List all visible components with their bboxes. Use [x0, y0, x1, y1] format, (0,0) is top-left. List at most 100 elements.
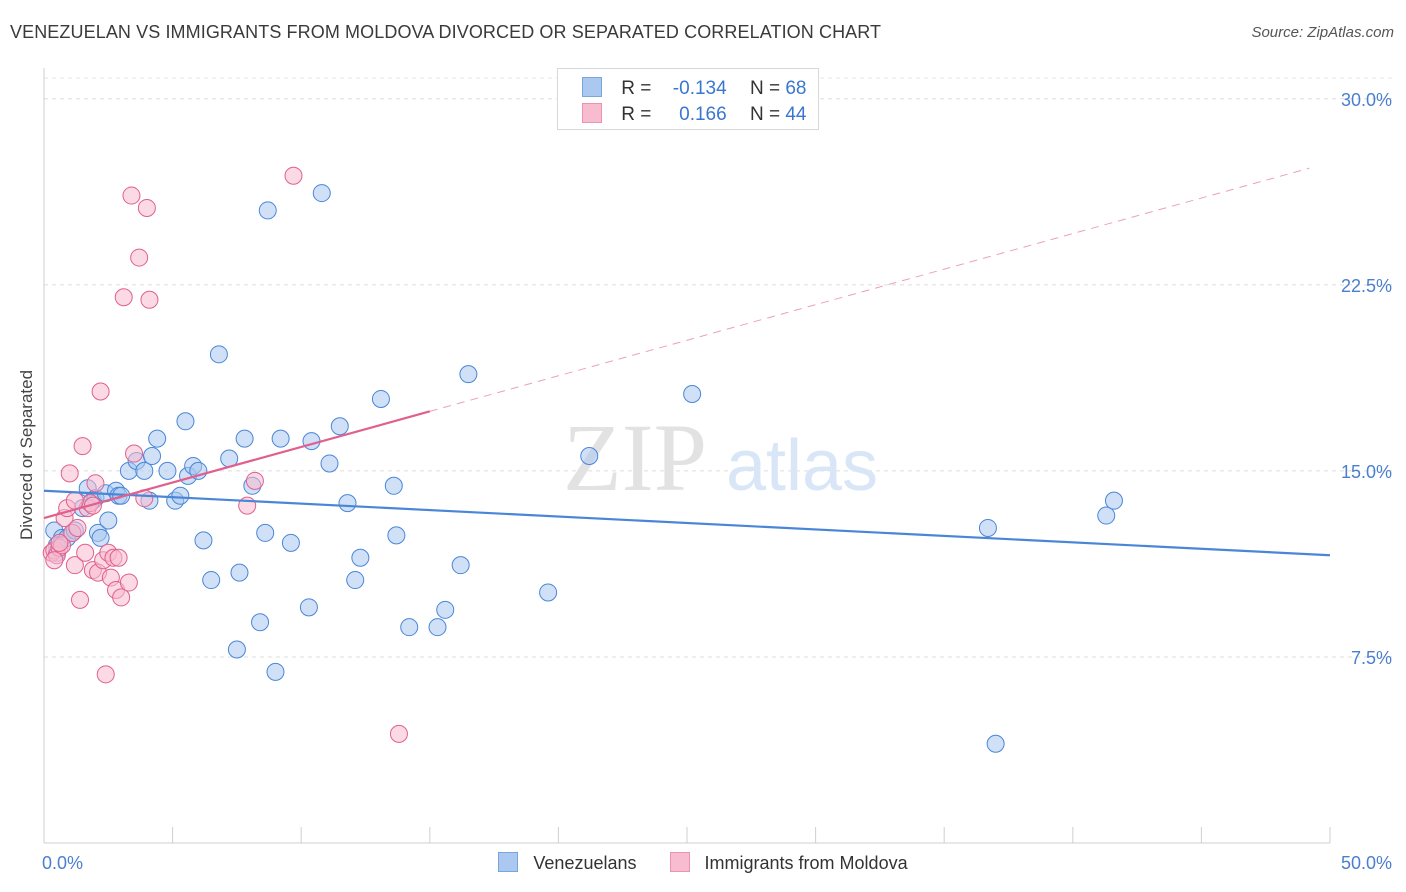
point-venezuelans [99, 511, 118, 530]
axes [43, 68, 1331, 844]
point-venezuelans [428, 618, 447, 637]
point-moldova [71, 590, 90, 609]
point-venezuelans [171, 486, 190, 505]
point-venezuelans [986, 734, 1005, 753]
y-tick-label: 7.5% [1351, 648, 1392, 668]
trend-line-venezuelans [43, 489, 1331, 557]
point-venezuelans [148, 429, 167, 448]
legend-swatch-moldova [669, 852, 690, 872]
source-credit: Source: ZipAtlas.com [1251, 24, 1394, 41]
point-venezuelans [436, 600, 455, 619]
point-venezuelans [320, 454, 339, 473]
point-venezuelans [338, 494, 357, 513]
point-venezuelans [683, 385, 702, 404]
legend-row-moldova: R = 0.166 N = 44 [582, 103, 806, 129]
x-tick-label-start: 0.0% [42, 853, 83, 873]
legend-swatch-venezuelans [498, 852, 519, 872]
point-venezuelans [271, 429, 290, 448]
legend-swatch-venezuelans [582, 77, 602, 97]
point-venezuelans [1097, 506, 1116, 525]
point-venezuelans [194, 531, 213, 550]
point-venezuelans [91, 528, 110, 547]
tick-labels: 7.5% 15.0% 22.5% 30.0% 0.0% 50.0% [42, 90, 1392, 873]
chart-title: VENEZUELAN VS IMMIGRANTS FROM MOLDOVA DI… [10, 22, 882, 42]
legend-item-moldova: Immigrants from Moldova [669, 852, 908, 874]
point-moldova [109, 548, 128, 567]
point-venezuelans [299, 598, 318, 617]
trend-line-moldova [43, 410, 431, 520]
point-moldova [119, 573, 138, 592]
point-venezuelans [387, 526, 406, 545]
point-venezuelans [266, 662, 285, 681]
legend-row-venezuelans: R = -0.134 N = 68 [582, 77, 806, 103]
point-venezuelans [256, 523, 275, 542]
point-moldova [65, 491, 84, 510]
point-moldova [125, 444, 144, 463]
point-venezuelans [351, 548, 370, 567]
series-legend: Venezuelans Immigrants from Moldova [0, 852, 1406, 874]
x-tick-label-end: 50.0% [1341, 853, 1392, 873]
point-venezuelans [1104, 491, 1123, 510]
legend-label-venezuelans: Venezuelans [533, 853, 637, 873]
point-moldova [284, 166, 303, 185]
point-venezuelans [371, 389, 390, 408]
point-venezuelans [258, 201, 277, 220]
point-moldova [137, 198, 156, 217]
point-venezuelans [312, 184, 331, 203]
point-moldova [140, 290, 159, 309]
stats-legend: R = -0.134 N = 68 R = 0.166 N = 44 [557, 68, 819, 130]
legend-r-value: -0.134 [672, 78, 727, 99]
point-moldova [245, 471, 264, 490]
point-moldova [68, 518, 87, 537]
point-venezuelans [346, 571, 365, 590]
legend-label-moldova: Immigrants from Moldova [704, 853, 908, 873]
point-venezuelans [302, 432, 321, 451]
point-venezuelans [451, 556, 470, 575]
y-axis-label: Divorced or Separated [17, 370, 36, 540]
legend-n-value: 44 [785, 104, 807, 125]
point-venezuelans [230, 563, 249, 582]
point-moldova [122, 186, 141, 205]
point-moldova [112, 588, 131, 607]
legend-n-value: 68 [785, 78, 807, 99]
point-venezuelans [978, 518, 997, 537]
point-venezuelans [202, 571, 221, 590]
data-points [42, 166, 1123, 753]
legend-r-label: R = [621, 78, 652, 99]
legend-swatch-moldova [582, 103, 602, 123]
trend-lines [43, 167, 1331, 557]
point-venezuelans [330, 417, 349, 436]
point-venezuelans [580, 447, 599, 466]
point-venezuelans [459, 365, 478, 384]
point-moldova [91, 382, 110, 401]
point-moldova [73, 437, 92, 456]
point-venezuelans [384, 476, 403, 495]
point-moldova [50, 533, 69, 552]
y-tick-label: 22.5% [1341, 276, 1392, 296]
point-venezuelans [135, 461, 154, 480]
point-moldova [65, 556, 84, 575]
point-venezuelans [251, 613, 270, 632]
point-venezuelans [143, 447, 162, 466]
point-venezuelans [227, 640, 246, 659]
point-moldova [60, 464, 79, 483]
point-moldova [96, 665, 115, 684]
legend-item-venezuelans: Venezuelans [498, 852, 637, 874]
point-moldova [389, 724, 408, 743]
point-venezuelans [400, 618, 419, 637]
trend-extension-moldova [429, 167, 1310, 412]
y-tick-label: 30.0% [1341, 90, 1392, 110]
legend-r-label: R = [621, 104, 652, 125]
point-moldova [86, 474, 105, 493]
point-moldova [114, 288, 133, 307]
point-moldova [76, 543, 95, 562]
point-venezuelans [176, 412, 195, 431]
point-venezuelans [539, 583, 558, 602]
y-tick-label: 15.0% [1341, 462, 1392, 482]
legend-n-label: N = [749, 78, 781, 99]
point-venezuelans [235, 429, 254, 448]
point-venezuelans [281, 533, 300, 552]
watermark-atlas: atlas [726, 426, 878, 506]
point-moldova [130, 248, 149, 267]
